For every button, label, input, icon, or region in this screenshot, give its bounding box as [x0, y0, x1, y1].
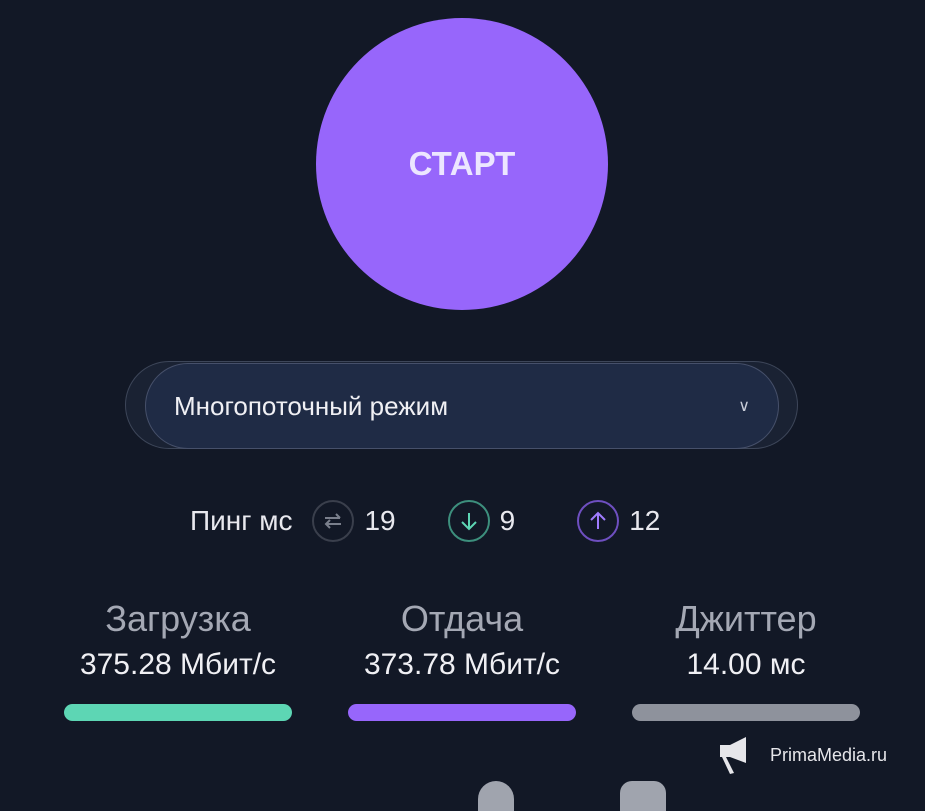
jitter-value: 14.00 мс	[686, 648, 806, 681]
download-ping-value: 9	[499, 505, 516, 536]
upload-title: Отдача	[400, 598, 524, 639]
jitter-stat: Джиттер 14.00 мс	[632, 598, 860, 721]
ping-item-download: 9	[447, 500, 516, 542]
upload-bar	[348, 704, 576, 721]
ping-item-upload: 12	[577, 500, 660, 542]
jitter-title: Джиттер	[675, 598, 817, 639]
bottom-nav-item[interactable]	[620, 781, 666, 811]
upload-ping-value: 12	[629, 505, 661, 536]
ping-row: Пинг мс 19 9 12	[190, 500, 712, 542]
upload-stat: Отдача 373.78 Мбит/с	[348, 598, 576, 721]
jitter-bar	[632, 704, 860, 721]
mode-select[interactable]: Многопоточный режим ∨	[145, 363, 779, 449]
swap-arrows-icon	[312, 500, 355, 542]
ping-item-total: 19	[312, 500, 396, 542]
download-stat: Загрузка 375.28 Мбит/с	[64, 598, 292, 721]
chevron-down-icon: ∨	[738, 398, 750, 415]
arrow-up-icon	[577, 500, 620, 542]
arrow-down-icon	[447, 500, 490, 542]
download-title: Загрузка	[105, 598, 251, 639]
megaphone-icon	[720, 737, 746, 774]
download-value: 375.28 Мбит/с	[79, 648, 277, 681]
watermark: PrimaMedia.ru	[718, 735, 887, 775]
watermark-text: PrimaMedia.ru	[770, 744, 888, 765]
upload-value: 373.78 Мбит/с	[363, 648, 561, 681]
ping-label: Пинг мс	[190, 505, 293, 536]
download-bar	[64, 704, 292, 721]
mode-select-value: Многопоточный режим	[174, 390, 449, 421]
bottom-nav-item[interactable]	[478, 781, 514, 811]
ping-value: 19	[364, 505, 396, 536]
start-button[interactable]: СТАРТ	[316, 18, 608, 310]
